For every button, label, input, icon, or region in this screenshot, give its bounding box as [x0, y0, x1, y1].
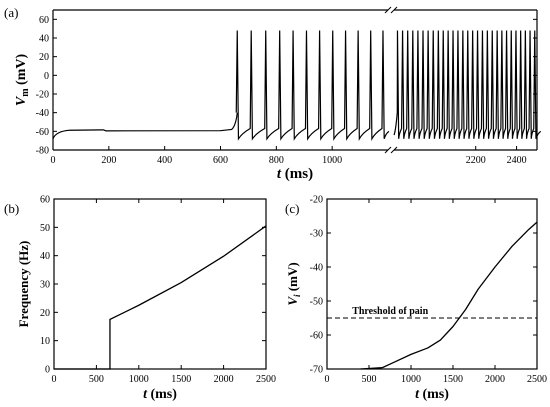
- panel-label: (a): [4, 5, 18, 20]
- x-axis-label-unit: (ms): [147, 387, 177, 402]
- y-axis-label-sub: m: [20, 88, 31, 97]
- panel-label: (c): [285, 201, 299, 216]
- x-tick-label: 2200: [466, 155, 486, 166]
- x-tick-label: 600: [213, 155, 228, 166]
- x-tick-label: 2400: [507, 155, 527, 166]
- y-tick-label: -40: [36, 108, 49, 119]
- panel-c: -70 -60 -50 -40 -30 -20 0 500 1000 1500 2000 2500 t …: [285, 195, 547, 403]
- y-tick-label: 50: [40, 223, 50, 234]
- panel-b: 0 10 20 30 40 50 60 0 500 1000 1500 2000 2500 t (ms) F…: [4, 195, 276, 403]
- x-tick-label: 1000: [129, 374, 149, 385]
- threshold-annotation: Threshold of pain: [352, 306, 428, 317]
- axis-break-mark: [384, 6, 392, 14]
- x-tick-label: 2000: [485, 374, 505, 385]
- y-axis-label-unit: (mV): [285, 262, 300, 294]
- x-tick-label: 0: [51, 155, 56, 166]
- axis-break-mark: [390, 6, 398, 14]
- y-tick-label: -40: [310, 263, 323, 274]
- y-tick-label: 30: [40, 280, 50, 291]
- x-tick-label: 400: [157, 155, 172, 166]
- y-tick-label: -30: [310, 229, 323, 240]
- x-tick-label: 2500: [527, 374, 547, 385]
- y-tick-label: 0: [44, 71, 49, 82]
- vm-trace-baseline: [52, 112, 238, 140]
- vm-spikes-segment-1: [235, 30, 390, 142]
- y-tick-label: -20: [36, 90, 49, 101]
- x-axis-label: t (ms): [415, 387, 449, 402]
- x-axis-label-unit: (ms): [419, 387, 449, 402]
- y-tick-label: 60: [39, 15, 49, 26]
- x-tick-label: 1500: [443, 374, 463, 385]
- x-axis-label-var: t: [143, 387, 148, 402]
- y-tick-label: -50: [310, 297, 323, 308]
- axis-break-mark: [384, 146, 392, 154]
- plot-frame: [53, 198, 267, 370]
- y-tick-label: -70: [310, 365, 323, 376]
- x-tick-label: 500: [362, 374, 377, 385]
- y-tick-label: -80: [36, 146, 49, 157]
- x-tick-label: 800: [269, 155, 284, 166]
- y-tick-label: -60: [310, 331, 323, 342]
- vm-spikes-segment-2: [393, 30, 542, 139]
- x-tick-label: 1500: [171, 374, 191, 385]
- y-axis-label: Frequency (Hz): [16, 241, 31, 328]
- x-tick-label: 0: [325, 374, 330, 385]
- axis-break-mark: [390, 146, 398, 154]
- y-tick-label: 20: [39, 52, 49, 63]
- y-tick-label: 10: [40, 336, 50, 347]
- y-tick-label: 40: [39, 34, 49, 45]
- vi-line: [360, 221, 538, 370]
- y-axis-label: Vm (mV): [14, 54, 31, 107]
- x-axis-label-unit: (ms): [281, 166, 313, 182]
- frequency-line: [54, 225, 267, 370]
- plot-frame: [326, 198, 538, 370]
- x-axis-label-var: t: [415, 387, 420, 402]
- y-tick-label: -20: [310, 195, 323, 206]
- x-tick-label: 1000: [322, 155, 342, 166]
- x-axis-label-var: t: [277, 166, 282, 182]
- x-tick-label: 0: [52, 374, 57, 385]
- y-tick-label: 40: [40, 251, 50, 262]
- y-axis-label-var: V: [14, 95, 29, 106]
- x-tick-label: 200: [101, 155, 116, 166]
- panel-label: (b): [4, 201, 19, 216]
- y-axis-label-var: V: [285, 296, 300, 306]
- x-axis-label: t (ms): [277, 166, 313, 182]
- y-tick-label: 20: [40, 308, 50, 319]
- y-axis-label-unit: (mV): [14, 54, 29, 89]
- y-tick-label: -60: [36, 127, 49, 138]
- y-axis-label-sub: i: [292, 294, 302, 297]
- y-tick-label: 0: [45, 365, 50, 376]
- y-tick-label: 60: [40, 195, 50, 206]
- x-tick-label: 500: [89, 374, 104, 385]
- x-tick-label: 2500: [256, 374, 276, 385]
- y-axis-label: Vi (mV): [285, 262, 302, 305]
- x-tick-label: 1000: [401, 374, 421, 385]
- x-tick-label: 2000: [214, 374, 234, 385]
- x-axis-label: t (ms): [143, 387, 177, 402]
